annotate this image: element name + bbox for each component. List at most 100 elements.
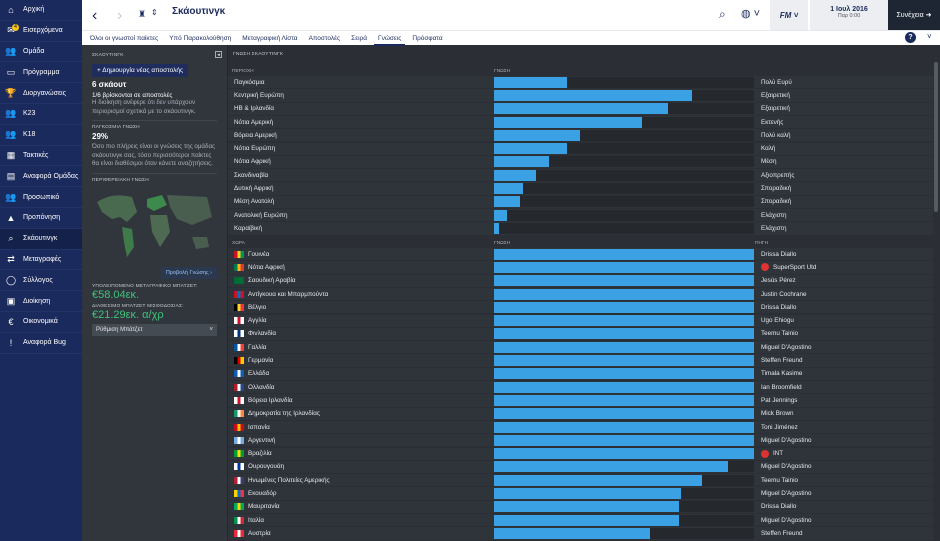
region-row[interactable]: Μέση Ανατολή Σποραδική [228,195,933,208]
country-row[interactable]: Ελλάδα Timala Kasime [228,367,933,380]
country-row[interactable]: Νότια Αφρική SuperSport Utd [228,261,933,274]
source-name[interactable]: Drissa Diallo [761,250,797,258]
sidebar-item-8[interactable]: ▤ Αναφορά Ομάδας [0,166,82,188]
region-row[interactable]: Νότια Αμερική Εκτενής [228,115,933,129]
region-row[interactable]: Σκανδιναβία Αξιοπρεπής [228,169,933,182]
sidebar-item-6[interactable]: 👥 K18 [0,125,82,146]
source-name[interactable]: Timala Kasime [761,370,803,378]
region-name: ΗΒ & Ιρλανδία [234,105,275,113]
source-name[interactable]: Drissa Diallo [761,303,797,311]
tab-2[interactable]: Μεταγραφική Λίστα [242,35,298,42]
region-row[interactable]: Καραϊβική Ελάχιστη [228,222,933,235]
country-row[interactable]: Βόρεια Ιρλανδία Pat Jennings [228,394,933,407]
sidebar-item-14[interactable]: ▣ Διοίκηση [0,291,82,312]
region-row[interactable]: Ανατολική Ευρώπη Ελάχιστη [228,209,933,222]
source-name[interactable]: Drissa Diallo [761,503,797,511]
search-icon[interactable]: ⌕ [719,7,726,21]
country-row[interactable]: Μαυριτανία Drissa Diallo [228,500,933,513]
sidebar-item-10[interactable]: ▲ Προπόνηση [0,208,82,229]
country-row[interactable]: Αργεντινή Miguel D'Agostino [228,434,933,447]
country-row[interactable]: Γερμανία Steffen Freund [228,354,933,367]
view-knowledge-button[interactable]: Προβολή Γνώσης › [160,266,217,279]
sidebar-item-3[interactable]: ▭ Πρόγραμμα [0,62,82,84]
fm-menu-button[interactable]: FM ˅ [770,0,808,30]
adjust-budget-dropdown[interactable]: Ρύθμιση Μπάτζετ ˅ [92,323,217,336]
source-name[interactable]: Pat Jennings [761,396,798,404]
source-name[interactable]: Miguel D'Agostino [761,343,812,351]
source-name[interactable]: Miguel D'Agostino [761,490,812,498]
globe-icon[interactable]: ◍ ˅ [741,8,761,20]
transfers-icon: ⇄ [7,253,15,264]
country-row[interactable]: Ιταλία Miguel D'Agostino [228,514,933,527]
source-name[interactable]: Miguel D'Agostino [761,463,812,471]
source-name[interactable]: Mick Brown [761,410,794,418]
source-name[interactable]: SuperSport Utd [773,263,817,271]
source-name[interactable]: Steffen Freund [761,357,803,365]
knowledge-bar [494,501,754,513]
tab-4[interactable]: Σειρά [351,35,367,42]
source-name[interactable]: Ian Broomfield [761,383,802,391]
sidebar-item-13[interactable]: ◯ Σύλλογος [0,270,82,292]
source-name[interactable]: Jesús Pérez [761,277,796,285]
knowledge-bar-fill [494,143,567,155]
tab-3[interactable]: Αποστολές [308,35,341,42]
forward-icon[interactable]: › [117,7,123,24]
chevron-down-icon[interactable]: ˅ [927,32,932,41]
country-row[interactable]: Γουινέα Drissa Diallo [228,248,933,261]
country-row[interactable]: Βραζιλία INT [228,447,933,460]
sidebar-item-15[interactable]: € Οικονομικά [0,312,82,333]
continue-button[interactable]: Συνέχεια ➜ [888,0,940,30]
help-icon[interactable]: ? [905,32,916,43]
back-icon[interactable]: ‹ [92,7,98,24]
country-row[interactable]: Ουρουγουάη Miguel D'Agostino [228,460,933,474]
source-name[interactable]: Steffen Freund [761,529,803,537]
region-row[interactable]: Δυτική Αφρική Σποραδική [228,182,933,195]
source-name[interactable]: Toni Jiménez [761,423,798,431]
sidebar-item-0[interactable]: ⌂ Αρχική [0,0,82,21]
source-name[interactable]: Justin Cochrane [761,290,807,298]
country-row[interactable]: Ολλανδία Ian Broomfield [228,381,933,394]
sidebar-item-16[interactable]: ! Αναφορά Bug [0,333,82,354]
country-row[interactable]: Αγγλία Ugo Ehiogu [228,314,933,327]
country-row[interactable]: Αντίγκουα και Μπαρμπούντα Justin Cochran… [228,287,933,301]
source-name[interactable]: Miguel D'Agostino [761,516,812,524]
sidebar-item-12[interactable]: ⇄ Μεταγραφές [0,250,82,271]
sidebar-item-1[interactable]: ✉ 4 Εισερχόμενα [0,21,82,42]
sidebar-item-4[interactable]: 🏆 Διοργανώσεις [0,83,82,104]
region-row[interactable]: Βόρεια Αμερική Πολύ καλή [228,129,933,142]
country-row[interactable]: Βέλγιο Drissa Diallo [228,301,933,314]
tab-1[interactable]: Υπό Παρακολούθηση [169,35,232,42]
source-name[interactable]: Teemu Tainio [761,476,798,484]
up-down-icon[interactable]: ⇕ [151,8,158,17]
country-row[interactable]: Φινλανδία Teemu Tainio [228,327,933,341]
tab-6[interactable]: Πρόσφατα [412,35,443,42]
country-row[interactable]: Ηνωμένες Πολιτείες Αμερικής Teemu Tainio [228,474,933,487]
source-name[interactable]: INT [773,450,784,458]
source-name[interactable]: Teemu Tainio [761,330,798,338]
new-assignment-button[interactable]: + Δημιουργία νέας αποστολής [92,64,189,77]
sidebar-item-7[interactable]: ▦ Τακτικές [0,146,82,167]
country-row[interactable]: Ισπανία Toni Jiménez [228,420,933,434]
sidebar-item-9[interactable]: 👥 Προσωπικό [0,187,82,208]
region-row[interactable]: ΗΒ & Ιρλανδία Εξαιρετική [228,102,933,115]
source-name[interactable]: Miguel D'Agostino [761,436,812,444]
region-row[interactable]: Παγκόσμια Πολύ Ευρύ [228,76,933,89]
tab-0[interactable]: Όλοι οι γνωστοί παίκτες [90,35,159,42]
scrollbar[interactable] [934,62,938,212]
country-row[interactable]: Αυστρία Steffen Freund [228,527,933,540]
country-row[interactable]: Γαλλία Miguel D'Agostino [228,341,933,354]
world-map[interactable] [92,187,218,263]
sidebar-item-label: K18 [23,131,36,139]
country-row[interactable]: Εκουαδόρ Miguel D'Agostino [228,487,933,500]
sidebar-item-5[interactable]: 👥 K23 [0,104,82,125]
country-row[interactable]: Δημοκρατία της Ιρλανδίας Mick Brown [228,407,933,420]
region-row[interactable]: Νότια Ευρώπη Καλή [228,142,933,155]
country-row[interactable]: Σαουδική Αραβία Jesús Pérez [228,274,933,287]
sidebar-item-11[interactable]: ⌕ Σκάουτινγκ [0,228,82,250]
tab-5[interactable]: Γνώσεις [374,31,406,46]
collapse-panel-icon[interactable]: ◂ [215,51,222,58]
source-name[interactable]: Ugo Ehiogu [761,317,794,325]
region-row[interactable]: Νότια Αφρική Μέση [228,155,933,169]
region-row[interactable]: Κεντρική Ευρώπη Εξαιρετική [228,89,933,102]
sidebar-item-2[interactable]: 👥 Ομάδα [0,42,82,63]
